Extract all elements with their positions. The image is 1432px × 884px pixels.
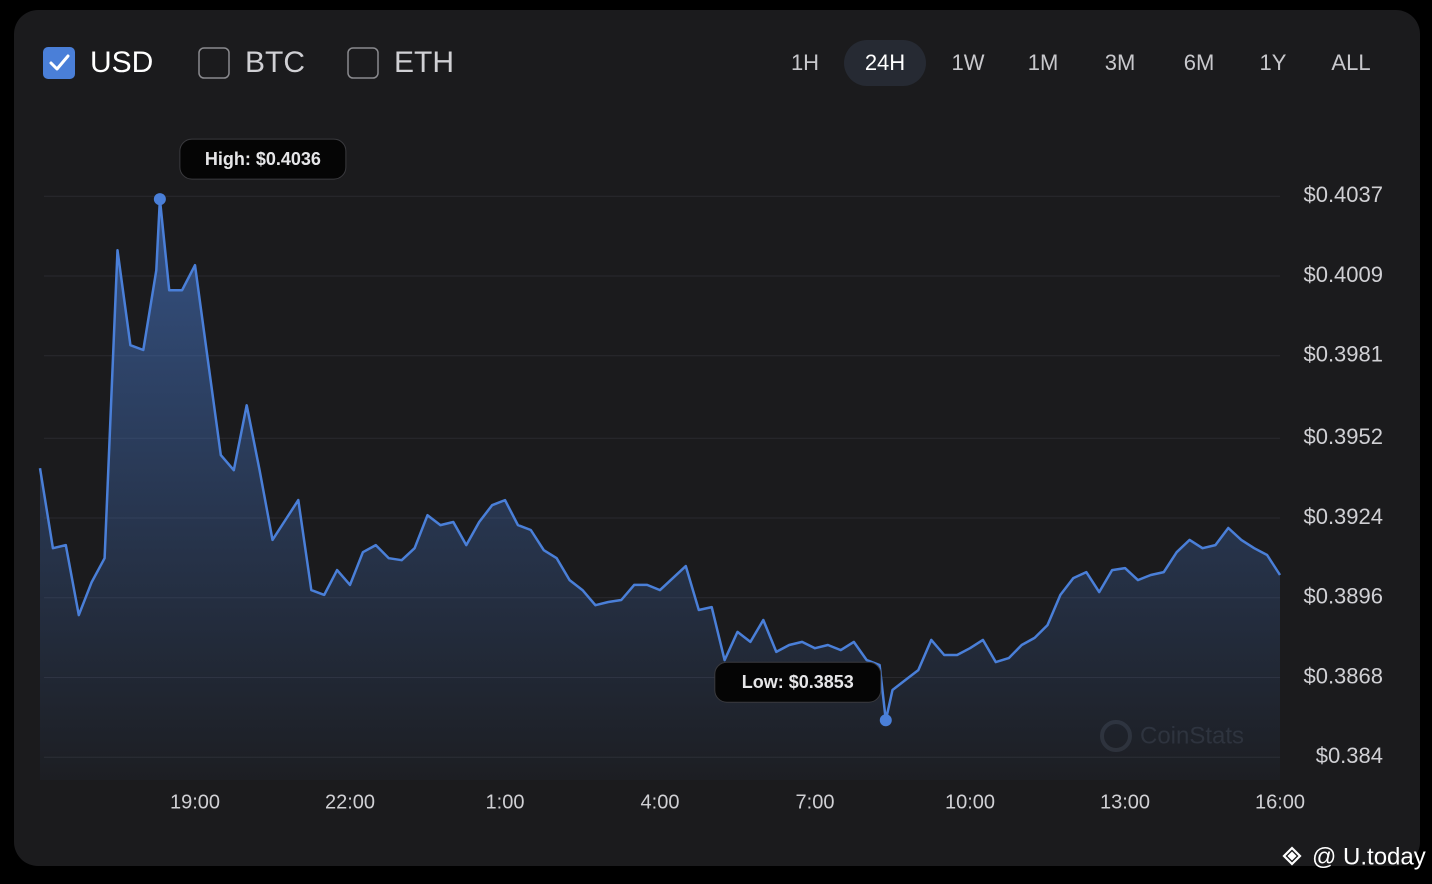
range-tab-label: 1W <box>952 50 985 75</box>
y-tick-label: $0.4037 <box>1303 182 1383 207</box>
y-tick-label: $0.3924 <box>1303 504 1383 529</box>
x-tick-label: 13:00 <box>1100 791 1150 813</box>
x-tick-label: 16:00 <box>1255 791 1305 813</box>
range-tab[interactable]: 1Y <box>1260 50 1287 75</box>
range-tab[interactable]: ALL <box>1331 50 1370 75</box>
x-tick-label: 4:00 <box>641 791 680 813</box>
x-tick-label: 19:00 <box>170 791 220 813</box>
currency-toggle[interactable]: ETH <box>347 46 454 79</box>
range-tab-active-bg <box>844 40 926 86</box>
extreme-point <box>153 193 166 206</box>
range-tab[interactable]: 3M <box>1105 50 1136 75</box>
y-tick-label: $0.384 <box>1316 743 1383 768</box>
x-tick-label: 10:00 <box>945 791 995 813</box>
x-tick-label: 22:00 <box>325 791 375 813</box>
range-tab[interactable]: 1M <box>1028 50 1059 75</box>
tooltip-box <box>179 138 347 180</box>
check-mark <box>49 54 70 71</box>
extreme-point <box>879 714 892 727</box>
tooltip-text: Low: $0.3853 <box>742 672 854 692</box>
checkbox <box>347 47 379 79</box>
y-tick-label: $0.3868 <box>1303 663 1383 688</box>
range-tab-label: 6M <box>1184 50 1215 75</box>
tooltip-box <box>714 661 882 703</box>
y-tick-label: $0.3896 <box>1303 584 1383 609</box>
currency-label: USD <box>90 46 153 79</box>
range-tab[interactable]: 24H <box>844 40 926 86</box>
range-tab[interactable]: 1W <box>952 50 985 75</box>
range-tab[interactable]: 1H <box>791 50 819 75</box>
y-tick-label: $0.3981 <box>1303 342 1383 367</box>
range-tab-label: 1Y <box>1260 50 1287 75</box>
checkbox-checked <box>43 47 75 79</box>
range-tab-label: 24H <box>865 50 905 75</box>
currency-label: ETH <box>394 46 454 79</box>
currency-toggle[interactable]: USD <box>43 46 153 79</box>
range-tab-label: 3M <box>1105 50 1136 75</box>
currency-label: BTC <box>245 46 305 79</box>
y-tick-label: $0.3952 <box>1303 424 1383 449</box>
price-line <box>38 197 1282 722</box>
x-tick-label: 1:00 <box>486 791 525 813</box>
checkbox <box>198 47 230 79</box>
range-tab[interactable]: 6M <box>1184 50 1215 75</box>
credit-icon <box>1282 846 1302 866</box>
tooltip-text: High: $0.4036 <box>205 149 321 169</box>
x-tick-label: 7:00 <box>796 791 835 813</box>
range-tab-label: ALL <box>1331 50 1370 75</box>
y-tick-label: $0.4009 <box>1303 262 1383 287</box>
range-tab-label: 1M <box>1028 50 1059 75</box>
area <box>40 199 1280 781</box>
credit: @ U.today <box>1312 843 1426 870</box>
range-tab-label: 1H <box>791 50 819 75</box>
currency-toggle[interactable]: BTC <box>198 46 305 79</box>
